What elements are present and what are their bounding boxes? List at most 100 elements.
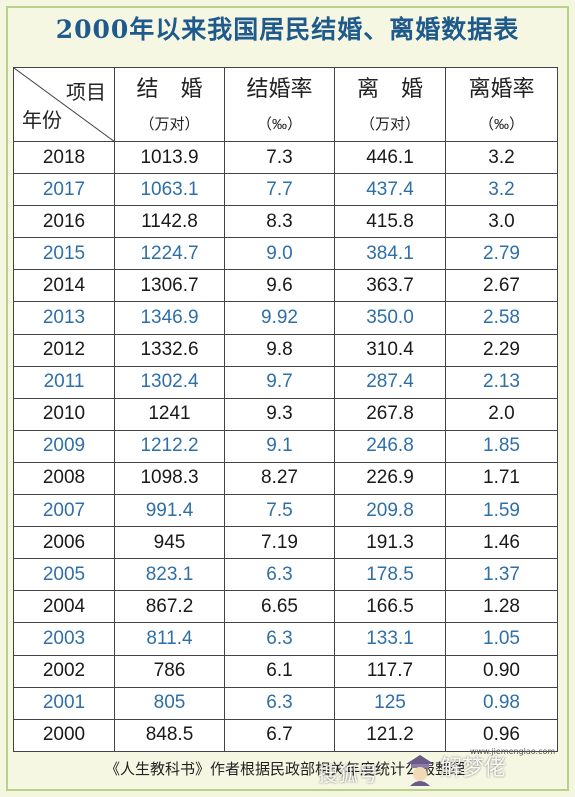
cell-marriage-rate: 7.3 [224, 140, 335, 175]
cell-marriages: 811.4 [114, 622, 225, 656]
header-marriage-rate-label: 结婚率 [246, 76, 313, 101]
header-divorce-rate-unit: （‰） [478, 116, 524, 133]
header-marriages-label: 结 婚 [136, 76, 203, 101]
diagonal-divider [14, 68, 115, 142]
corner-label-year: 年份 [22, 110, 62, 132]
cell-marriages: 1212.2 [114, 429, 225, 463]
header-marriages-unit: （万对） [139, 116, 200, 133]
cell-divorces: 415.8 [334, 205, 446, 239]
cell-divorce-rate: 2.58 [445, 301, 558, 335]
cell-year: 2014 [13, 269, 115, 303]
cell-divorces: 446.1 [334, 140, 446, 175]
cell-marriage-rate: 9.0 [224, 237, 335, 271]
cell-divorce-rate: 3.2 [445, 173, 558, 207]
cell-year: 2017 [13, 173, 115, 207]
table-row: 2018 1013.9 7.3 446.1 3.2 [13, 140, 558, 175]
table-row: 2003 811.4 6.3 133.1 1.05 [13, 622, 558, 656]
table-row: 2010 1241 9.3 267.8 2.0 [13, 397, 558, 431]
table-row: 2017 1063.1 7.7 437.4 3.2 [13, 173, 558, 207]
table-row: 2016 1142.8 8.3 415.8 3.0 [13, 205, 558, 239]
fortune-teller-logo-icon [406, 755, 434, 786]
cell-marriages: 1241 [114, 397, 225, 431]
cell-divorce-rate: 0.98 [445, 686, 558, 720]
cell-divorces: 246.8 [334, 429, 446, 463]
table-row: 2002 786 6.1 117.7 0.90 [13, 654, 558, 688]
table-row: 2007 991.4 7.5 209.8 1.59 [13, 494, 558, 528]
cell-divorce-rate: 2.67 [445, 269, 558, 303]
cell-divorce-rate: 1.71 [445, 461, 558, 496]
cell-year: 2002 [13, 654, 115, 688]
table-body: 2018 1013.9 7.3 446.1 3.2 2017 1063.1 7.7 437.4 3… [13, 140, 558, 752]
cell-divorce-rate: 1.85 [445, 429, 558, 463]
cell-marriage-rate: 6.1 [224, 654, 335, 688]
table-row: 2001 805 6.3 125 0.98 [13, 686, 558, 720]
header-marriages: 结 婚 （万对） [114, 67, 225, 142]
page-title: 2000年以来我国居民结婚、离婚数据表 [55, 15, 520, 44]
cell-divorces: 350.0 [334, 301, 446, 335]
header-divorce-rate-label: 离婚率 [468, 76, 535, 101]
cell-divorce-rate: 2.29 [445, 333, 558, 367]
cell-divorces: 125 [334, 686, 446, 720]
cell-marriage-rate: 7.19 [224, 526, 335, 560]
cell-divorce-rate: 2.79 [445, 237, 558, 271]
header-marriage-rate-unit: （‰） [256, 116, 302, 133]
table-row: 2012 1332.6 9.8 310.4 2.29 [13, 333, 558, 367]
cell-marriage-rate: 9.1 [224, 429, 335, 463]
cell-year: 2007 [13, 494, 115, 528]
cell-marriages: 1063.1 [114, 173, 225, 207]
cell-marriage-rate: 6.3 [224, 558, 335, 592]
cell-marriages: 1306.7 [114, 269, 225, 303]
cell-divorce-rate: 1.59 [445, 494, 558, 528]
cell-year: 2008 [13, 461, 115, 496]
cell-marriages: 786 [114, 654, 225, 688]
source-footnote: 《人生教科书》作者根据民政部相关年度统计公报整理 [104, 760, 465, 778]
cell-year: 2016 [13, 205, 115, 239]
cell-divorces: 178.5 [334, 558, 446, 592]
cell-divorces: 310.4 [334, 333, 446, 367]
cell-divorces: 363.7 [334, 269, 446, 303]
cell-year: 2013 [13, 301, 115, 335]
cell-marriages: 823.1 [114, 558, 225, 592]
cell-year: 2004 [13, 590, 115, 624]
cell-marriages: 1302.4 [114, 365, 225, 399]
watermark-brand: 解梦佬 [440, 756, 507, 781]
cell-marriage-rate: 6.3 [224, 622, 335, 656]
cell-divorces: 437.4 [334, 173, 446, 207]
cell-marriage-rate: 7.5 [224, 494, 335, 528]
table-row: 2000 848.5 6.7 121.2 0.96 [13, 718, 558, 752]
watermark-sohu: 搜狐号 [318, 762, 378, 786]
cell-marriages: 848.5 [114, 718, 225, 752]
marriage-divorce-table: 项目 年份 结 婚 （万对） 结婚率 （‰） 离 婚 （万对） 离婚率 （‰） … [13, 67, 558, 752]
watermark-url: www.jiemenglao.com [470, 747, 556, 756]
cell-marriage-rate: 9.92 [224, 301, 335, 335]
cell-year: 2015 [13, 237, 115, 271]
cell-divorce-rate: 1.37 [445, 558, 558, 592]
cell-year: 2012 [13, 333, 115, 367]
cell-divorce-rate: 3.0 [445, 205, 558, 239]
cell-marriage-rate: 9.8 [224, 333, 335, 367]
cell-divorces: 287.4 [334, 365, 446, 399]
cell-marriages: 867.2 [114, 590, 225, 624]
cell-marriages: 991.4 [114, 494, 225, 528]
table-row: 2014 1306.7 9.6 363.7 2.67 [13, 269, 558, 303]
cell-divorce-rate: 1.05 [445, 622, 558, 656]
table-row: 2015 1224.7 9.0 384.1 2.79 [13, 237, 558, 271]
cell-divorce-rate: 0.90 [445, 654, 558, 688]
cell-marriage-rate: 8.27 [224, 461, 335, 496]
cell-marriages: 1332.6 [114, 333, 225, 367]
cell-marriage-rate: 6.65 [224, 590, 335, 624]
header-marriage-rate: 结婚率 （‰） [224, 67, 335, 142]
header-divorces-label: 离 婚 [356, 76, 423, 101]
cell-divorces: 117.7 [334, 654, 446, 688]
cell-divorce-rate: 2.0 [445, 397, 558, 431]
table-row: 2008 1098.3 8.27 226.9 1.71 [13, 461, 558, 496]
table-row: 2013 1346.9 9.92 350.0 2.58 [13, 301, 558, 335]
cell-year: 2000 [13, 718, 115, 752]
cell-divorces: 121.2 [334, 718, 446, 752]
cell-divorces: 166.5 [334, 590, 446, 624]
table-header-row: 项目 年份 结 婚 （万对） 结婚率 （‰） 离 婚 （万对） 离婚率 （‰） [13, 67, 558, 142]
table-row: 2011 1302.4 9.7 287.4 2.13 [13, 365, 558, 399]
cell-marriage-rate: 6.3 [224, 686, 335, 720]
header-divorces-unit: （万对） [359, 116, 420, 133]
cell-divorce-rate: 1.46 [445, 526, 558, 560]
